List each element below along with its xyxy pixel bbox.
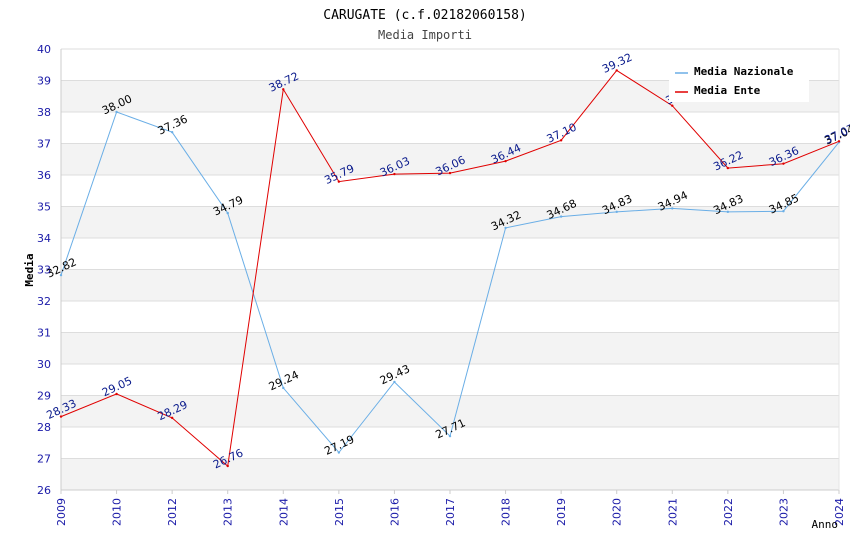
- plot-band: [61, 458, 839, 490]
- plot-band: [61, 301, 839, 333]
- x-tick-label: 2016: [388, 498, 401, 526]
- legend: Media Nazionale Media Ente: [669, 60, 809, 102]
- data-point: [393, 172, 396, 176]
- x-tick-label: 2020: [611, 498, 624, 526]
- x-tick-label: 2023: [777, 498, 790, 526]
- data-point: [226, 464, 229, 468]
- data-point: [282, 386, 285, 390]
- data-point: [170, 130, 174, 134]
- y-tick-label: 30: [37, 358, 51, 371]
- plot-band: [61, 364, 839, 396]
- y-tick-label: 33: [37, 264, 51, 277]
- data-point: [393, 380, 396, 384]
- chart-subtitle: Media Importi: [378, 28, 472, 42]
- data-point: [671, 207, 674, 210]
- data-point: [337, 180, 341, 183]
- x-tick-label: 2022: [722, 498, 735, 526]
- x-tick-label: 2019: [555, 498, 568, 526]
- y-tick-label: 40: [37, 43, 51, 56]
- x-tick-label: 2012: [166, 498, 179, 526]
- y-tick-label: 37: [37, 138, 51, 151]
- x-tick-label: 2009: [55, 498, 68, 526]
- y-axis-label: Media: [23, 253, 36, 286]
- plot-band: [61, 112, 839, 144]
- data-point: [782, 162, 785, 165]
- x-tick-label: 2015: [333, 498, 346, 526]
- y-tick-label: 31: [37, 327, 51, 340]
- legend-label-media-nazionale: Media Nazionale: [694, 65, 794, 78]
- y-tick-label: 38: [37, 106, 51, 119]
- plot-band: [61, 238, 839, 270]
- plot-band: [61, 395, 839, 427]
- x-tick-label: 2021: [666, 498, 679, 526]
- plot-band: [61, 269, 839, 301]
- data-point: [726, 166, 730, 170]
- data-point: [448, 434, 452, 438]
- data-point: [59, 273, 63, 277]
- data-point: [282, 88, 285, 91]
- data-point: [448, 171, 452, 175]
- x-tick-label: 2014: [277, 498, 290, 526]
- data-point: [782, 210, 785, 213]
- data-point: [115, 110, 118, 114]
- data-point: [671, 104, 674, 107]
- y-tick-label: 27: [37, 453, 51, 466]
- y-tick-label: 34: [37, 232, 51, 245]
- y-tick-label: 26: [37, 484, 51, 497]
- data-point: [59, 415, 63, 418]
- x-axis-label: Anno: [812, 518, 839, 531]
- x-tick-label: 2017: [444, 498, 457, 526]
- y-tick-label: 35: [37, 201, 51, 214]
- data-point: [726, 210, 730, 214]
- y-tick-label: 29: [37, 390, 51, 403]
- data-point: [226, 211, 229, 215]
- plot-band: [61, 175, 839, 207]
- plot-band: [61, 427, 839, 459]
- data-point: [837, 140, 841, 143]
- x-tick-label: 2013: [222, 498, 235, 526]
- data-point: [559, 215, 563, 218]
- axes: 26 27 28 29 30 31 32 33 34 35 36 37 38 39 40 2009 2010 20…: [37, 43, 846, 526]
- y-tick-label: 28: [37, 421, 51, 434]
- y-tick-label: 36: [37, 169, 51, 182]
- x-tick-label: 2018: [500, 498, 513, 526]
- legend-box: [669, 60, 809, 102]
- data-point: [504, 226, 507, 230]
- data-point: [504, 159, 507, 163]
- x-tick-label: 2024: [833, 498, 846, 526]
- data-point: [615, 210, 618, 214]
- legend-label-media-ente: Media Ente: [694, 84, 761, 97]
- y-tick-label: 39: [37, 75, 51, 88]
- data-point: [337, 451, 341, 454]
- plot-bands: [61, 49, 839, 490]
- chart-title: CARUGATE (c.f.02182060158): [323, 8, 527, 23]
- plot-band: [61, 332, 839, 364]
- data-point: [115, 392, 118, 396]
- x-tick-label: 2010: [111, 498, 124, 526]
- y-tick-label: 32: [37, 295, 51, 308]
- data-point: [170, 416, 174, 420]
- plot-band: [61, 206, 839, 238]
- data-point: [559, 139, 563, 142]
- series-group: [59, 69, 841, 468]
- data-point: [615, 69, 618, 72]
